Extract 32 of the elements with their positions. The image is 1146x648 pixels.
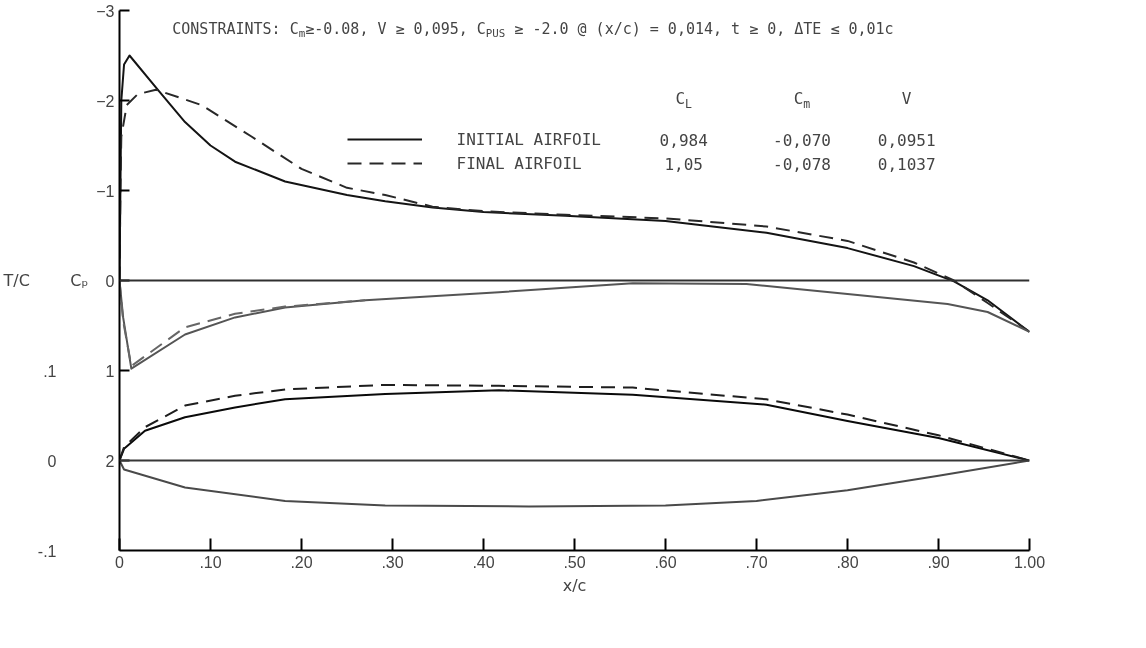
x-tick-label: .70 <box>745 553 768 571</box>
y2-tick-label: .1 <box>43 362 57 380</box>
annotation: 0,1037 <box>877 154 936 174</box>
y-tick-label: 2 <box>105 452 115 470</box>
y2-tick-label: -.1 <box>37 542 57 560</box>
x-axis-title: x/c <box>562 575 587 595</box>
x-tick-label: 1.00 <box>1013 553 1046 571</box>
y2-axis-title: T/C <box>2 271 30 290</box>
y-tick-label: 0 <box>105 272 115 290</box>
x-tick-label: .50 <box>563 553 586 571</box>
x-tick-label: .80 <box>836 553 859 571</box>
y-axis-title: Cₚ <box>70 271 89 290</box>
x-tick-label: .30 <box>381 553 404 571</box>
x-tick-label: .60 <box>654 553 677 571</box>
y2-tick-label: 0 <box>47 452 57 470</box>
y-tick-label: −2 <box>96 92 115 110</box>
annotation: V <box>901 89 912 108</box>
legend-label: FINAL AIRFOIL <box>456 152 582 174</box>
line-series <box>119 279 1030 370</box>
x-tick-label: .20 <box>290 553 313 571</box>
y-tick-label: −1 <box>96 182 115 200</box>
annotation: 0,0951 <box>877 130 936 150</box>
legend-label: INITIAL AIRFOIL <box>456 128 601 150</box>
x-tick-label: .40 <box>472 553 495 571</box>
annotation: 1,05 <box>664 154 703 174</box>
y-tick-label: 1 <box>105 362 115 380</box>
annotation: -0,078 <box>773 154 831 174</box>
annotation: -0,070 <box>773 130 831 150</box>
x-tick-label: .10 <box>199 553 222 571</box>
x-tick-label: .90 <box>927 553 950 571</box>
y-tick-label: −3 <box>96 2 115 20</box>
annotation: 0,984 <box>659 130 708 150</box>
